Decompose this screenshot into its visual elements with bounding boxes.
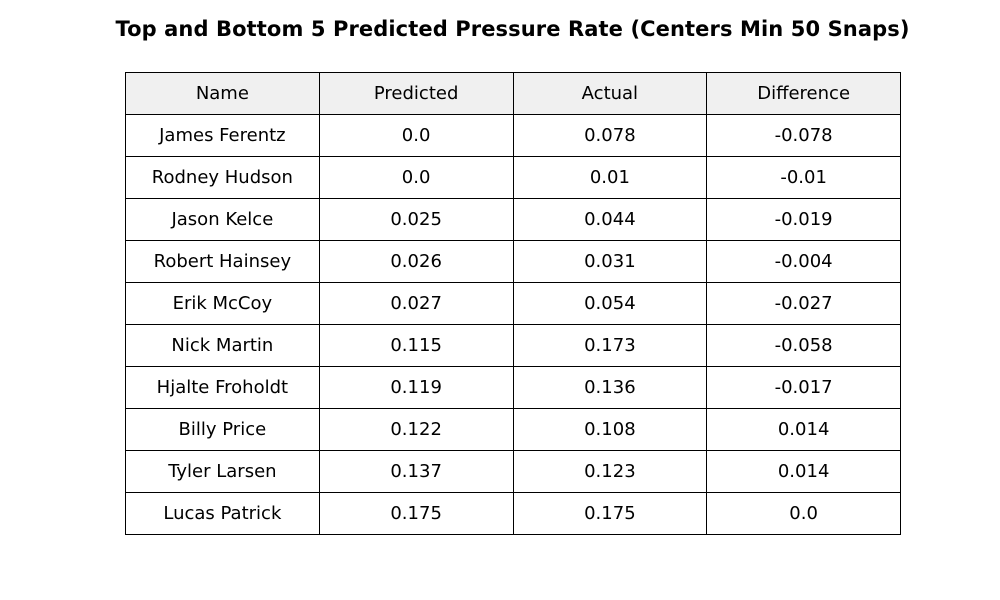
- cell-predicted: 0.175: [318, 492, 514, 535]
- cell-difference: -0.017: [706, 366, 901, 409]
- cell-name: Hjalte Froholdt: [125, 366, 320, 409]
- table-row: Hjalte Froholdt 0.119 0.136 -0.017: [125, 366, 901, 409]
- cell-name: Lucas Patrick: [125, 492, 320, 535]
- cell-actual: 0.078: [512, 114, 708, 157]
- cell-name: Robert Hainsey: [125, 240, 320, 283]
- data-table: Name Predicted Actual Difference James Fere…: [125, 72, 901, 535]
- cell-predicted: 0.026: [318, 240, 514, 283]
- cell-name: Nick Martin: [125, 324, 320, 367]
- cell-actual: 0.044: [512, 198, 708, 241]
- cell-difference: 0.014: [706, 450, 901, 493]
- cell-actual: 0.173: [512, 324, 708, 367]
- cell-name: Tyler Larsen: [125, 450, 320, 493]
- table-row: Nick Martin 0.115 0.173 -0.058: [125, 324, 901, 367]
- cell-difference: -0.078: [706, 114, 901, 157]
- table-row: Robert Hainsey 0.026 0.031 -0.004: [125, 240, 901, 283]
- table-body: James Ferentz 0.0 0.078 -0.078 Rodney Hudson…: [125, 114, 901, 535]
- cell-predicted: 0.0: [318, 114, 514, 157]
- table-row: Jason Kelce 0.025 0.044 -0.019: [125, 198, 901, 241]
- cell-difference: -0.027: [706, 282, 901, 325]
- table-row: Billy Price 0.122 0.108 0.014: [125, 408, 901, 451]
- cell-actual: 0.031: [512, 240, 708, 283]
- cell-predicted: 0.027: [318, 282, 514, 325]
- column-header-actual: Actual: [512, 72, 708, 115]
- cell-actual: 0.054: [512, 282, 708, 325]
- column-header-predicted: Predicted: [318, 72, 514, 115]
- cell-actual: 0.175: [512, 492, 708, 535]
- cell-difference: -0.019: [706, 198, 901, 241]
- table-row: Rodney Hudson 0.0 0.01 -0.01: [125, 156, 901, 199]
- cell-difference: -0.004: [706, 240, 901, 283]
- cell-name: Erik McCoy: [125, 282, 320, 325]
- cell-predicted: 0.025: [318, 198, 514, 241]
- cell-predicted: 0.122: [318, 408, 514, 451]
- cell-predicted: 0.119: [318, 366, 514, 409]
- cell-difference: -0.058: [706, 324, 901, 367]
- cell-name: James Ferentz: [125, 114, 320, 157]
- header-row: Name Predicted Actual Difference: [125, 72, 901, 115]
- chart-title: Top and Bottom 5 Predicted Pressure Rate…: [115, 17, 910, 41]
- cell-name: Rodney Hudson: [125, 156, 320, 199]
- cell-predicted: 0.137: [318, 450, 514, 493]
- cell-name: Billy Price: [125, 408, 320, 451]
- cell-actual: 0.108: [512, 408, 708, 451]
- cell-actual: 0.01: [512, 156, 708, 199]
- cell-predicted: 0.0: [318, 156, 514, 199]
- cell-predicted: 0.115: [318, 324, 514, 367]
- table-row: Tyler Larsen 0.137 0.123 0.014: [125, 450, 901, 493]
- table-row: Lucas Patrick 0.175 0.175 0.0: [125, 492, 901, 535]
- table-row: Erik McCoy 0.027 0.054 -0.027: [125, 282, 901, 325]
- table-row: James Ferentz 0.0 0.078 -0.078: [125, 114, 901, 157]
- cell-actual: 0.123: [512, 450, 708, 493]
- cell-difference: 0.0: [706, 492, 901, 535]
- column-header-name: Name: [125, 72, 320, 115]
- cell-name: Jason Kelce: [125, 198, 320, 241]
- column-header-difference: Difference: [706, 72, 901, 115]
- cell-difference: 0.014: [706, 408, 901, 451]
- cell-actual: 0.136: [512, 366, 708, 409]
- cell-difference: -0.01: [706, 156, 901, 199]
